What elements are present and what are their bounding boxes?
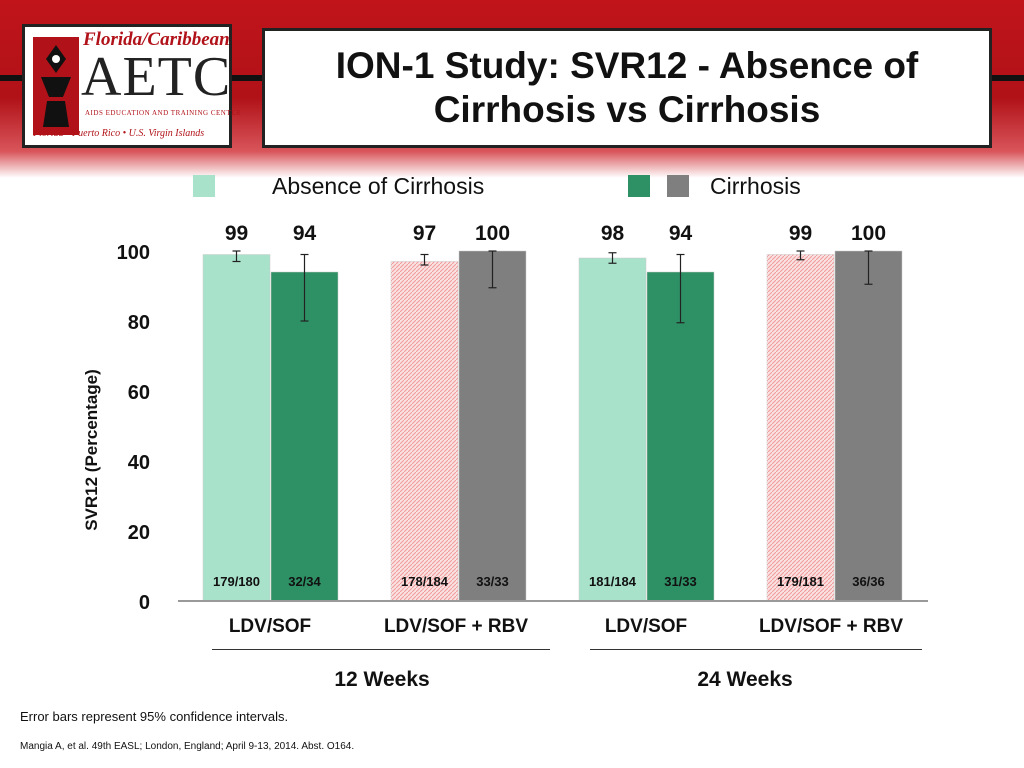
value-label: 94 bbox=[293, 222, 317, 245]
category-label-3: LDV/SOF + RBV bbox=[758, 616, 904, 637]
aetc-logo: Florida/Caribbean AETC AIDS EDUCATION AN… bbox=[22, 24, 241, 148]
logo-top-text: Florida/Caribbean bbox=[83, 29, 230, 50]
week-divider-12 bbox=[212, 649, 550, 650]
title-box: ION-1 Study: SVR12 - Absence of Cirrhosi… bbox=[262, 28, 992, 148]
value-label: 99 bbox=[225, 222, 248, 245]
legend-swatch-absence bbox=[193, 175, 215, 197]
legend-swatch-cirrhosis-gray bbox=[667, 175, 689, 197]
bar-cirrhosis bbox=[834, 250, 903, 602]
value-label: 100 bbox=[475, 222, 510, 245]
value-label: 97 bbox=[413, 222, 436, 245]
logo-main-text: AETC bbox=[81, 46, 232, 108]
citation: Mangia A, et al. 49th EASL; London, Engl… bbox=[20, 741, 355, 752]
page-title: ION-1 Study: SVR12 - Absence of Cirrhosi… bbox=[335, 45, 919, 130]
y-axis: 0 20 40 60 80 100 bbox=[117, 242, 150, 614]
bar-absence bbox=[766, 254, 835, 602]
y-axis-title: SVR12 (Percentage) bbox=[82, 369, 101, 531]
logo-sub-text: AIDS EDUCATION AND TRAINING CENTER bbox=[85, 109, 242, 117]
y-tick-label: 80 bbox=[128, 312, 150, 334]
count-label: 178/184 bbox=[401, 574, 449, 589]
count-label: 31/33 bbox=[664, 574, 697, 589]
week-label-24: 24 Weeks bbox=[697, 668, 793, 691]
count-label: 179/180 bbox=[213, 574, 260, 589]
count-label: 33/33 bbox=[476, 574, 509, 589]
count-label: 179/181 bbox=[777, 574, 824, 589]
y-tick-label: 20 bbox=[128, 522, 150, 544]
bar-cirrhosis bbox=[458, 250, 527, 602]
y-tick-label: 100 bbox=[117, 242, 150, 264]
bar-cirrhosis bbox=[270, 271, 339, 602]
bar-absence bbox=[202, 254, 271, 602]
y-tick-label: 40 bbox=[128, 452, 150, 474]
category-label-0: LDV/SOF bbox=[228, 616, 312, 637]
bar-absence bbox=[578, 257, 647, 602]
y-tick-label: 60 bbox=[128, 382, 150, 404]
bars: 99 179/180 97 178/184 98 181/184 99 179/181 94 32… bbox=[202, 222, 903, 602]
legend-swatch-cirrhosis-green bbox=[628, 175, 650, 197]
legend-label-absence: Absence of Cirrhosis bbox=[272, 173, 485, 199]
count-label: 181/184 bbox=[589, 574, 637, 589]
week-divider-24 bbox=[590, 649, 922, 650]
value-label: 94 bbox=[669, 222, 693, 245]
bar-absence bbox=[390, 261, 459, 602]
week-label-12: 12 Weeks bbox=[334, 668, 430, 691]
logo-bottom-text: Florida • Puerto Rico • U.S. Virgin Isla… bbox=[33, 128, 205, 139]
bar-cirrhosis bbox=[646, 271, 715, 602]
count-label: 32/34 bbox=[288, 574, 321, 589]
value-label: 98 bbox=[601, 222, 625, 245]
logo-figure-icon bbox=[33, 37, 79, 135]
category-label-2: LDV/SOF bbox=[604, 616, 688, 637]
y-tick-label: 0 bbox=[139, 592, 150, 614]
count-label: 36/36 bbox=[852, 574, 885, 589]
category-label-1: LDV/SOF + RBV bbox=[383, 616, 529, 637]
footnote: Error bars represent 95% confidence inte… bbox=[20, 709, 289, 724]
value-label: 99 bbox=[789, 222, 812, 245]
value-label: 100 bbox=[851, 222, 886, 245]
legend-label-cirrhosis: Cirrhosis bbox=[710, 173, 801, 199]
